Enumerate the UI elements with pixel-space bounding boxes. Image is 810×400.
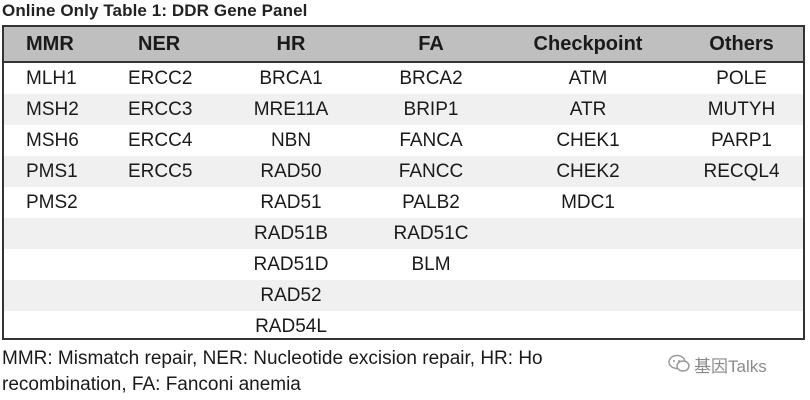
cell-ner — [108, 218, 216, 249]
cell-checkpoint: CHEK1 — [556, 129, 620, 151]
cell-checkpoint: MDC1 — [561, 191, 615, 213]
cell-mmr: MLH1 — [26, 67, 77, 89]
table-row: MSH6 ERCC4 NBN FANCA CHEK1 PARP1 — [4, 125, 803, 156]
table-row: RAD52 — [4, 280, 803, 311]
cell-ner: ERCC3 — [128, 98, 193, 120]
table-header-row: MMR NER HR FA Checkpoint Others — [4, 27, 803, 63]
cell-fa: BRCA2 — [399, 67, 463, 89]
cell-others: RECQL4 — [703, 160, 780, 182]
table-row: RAD51B RAD51C — [4, 218, 803, 249]
cell-fa: RAD51C — [393, 222, 469, 244]
table-row: RAD54L — [4, 311, 803, 338]
table-body: MLH1 ERCC2 BRCA1 BRCA2 ATM POLE MSH2 ERC… — [4, 63, 803, 338]
cell-mmr: PMS2 — [26, 191, 78, 213]
cell-mmr — [4, 280, 108, 311]
cell-ner: ERCC5 — [128, 160, 193, 182]
cell-hr: MRE11A — [253, 98, 329, 120]
header-mmr: MMR — [26, 32, 74, 55]
cell-fa — [366, 280, 496, 311]
cell-others: PARP1 — [711, 129, 772, 151]
table-footnote: MMR: Mismatch repair, NER: Nucleotide ex… — [2, 346, 808, 398]
cell-others — [680, 187, 803, 218]
cell-fa — [366, 311, 496, 338]
cell-ner — [108, 280, 216, 311]
cell-ner: ERCC2 — [128, 67, 193, 89]
cell-checkpoint — [496, 280, 680, 311]
cell-mmr — [4, 249, 108, 280]
header-others: Others — [709, 32, 774, 55]
cell-hr: RAD51D — [253, 253, 329, 275]
gene-panel-table: MMR NER HR FA Checkpoint Others MLH1 ERC… — [2, 25, 805, 340]
footnote-line-2: recombination, FA: Fanconi anemia — [2, 374, 301, 395]
cell-mmr: PMS1 — [26, 160, 78, 182]
chat-bubble-icon — [668, 354, 690, 372]
cell-ner — [108, 187, 216, 218]
cell-others — [680, 218, 803, 249]
table-row: MSH2 ERCC3 MRE11A BRIP1 ATR MUTYH — [4, 94, 803, 125]
table-title: Online Only Table 1: DDR Gene Panel — [2, 1, 308, 20]
cell-others — [680, 280, 803, 311]
table-row: MLH1 ERCC2 BRCA1 BRCA2 ATM POLE — [4, 63, 803, 94]
cell-mmr: MSH6 — [26, 129, 79, 151]
cell-mmr: MSH2 — [26, 98, 79, 120]
cell-checkpoint: CHEK2 — [556, 160, 620, 182]
header-checkpoint: Checkpoint — [533, 32, 643, 55]
cell-mmr — [4, 218, 108, 249]
header-ner: NER — [138, 32, 181, 55]
cell-checkpoint: ATM — [568, 67, 608, 89]
cell-hr: RAD54L — [255, 315, 327, 337]
cell-hr: RAD51B — [254, 222, 328, 244]
cell-fa: BLM — [411, 253, 451, 275]
cell-ner — [108, 311, 216, 338]
cell-hr: BRCA1 — [259, 67, 323, 89]
cell-hr: RAD52 — [260, 284, 322, 306]
header-hr: HR — [276, 32, 306, 55]
cell-ner: ERCC4 — [128, 129, 193, 151]
cell-hr: RAD50 — [260, 160, 322, 182]
cell-ner — [108, 249, 216, 280]
header-fa: FA — [418, 32, 444, 55]
cell-fa: FANCA — [399, 129, 463, 151]
table-row: RAD51D BLM — [4, 249, 803, 280]
cell-fa: BRIP1 — [403, 98, 459, 120]
footnote-line-1: MMR: Mismatch repair, NER: Nucleotide ex… — [2, 348, 543, 369]
cell-checkpoint — [496, 249, 680, 280]
cell-checkpoint — [496, 218, 680, 249]
cell-checkpoint: ATR — [569, 98, 607, 120]
cell-others — [680, 311, 803, 338]
cell-hr: RAD51 — [260, 191, 322, 213]
cell-others — [680, 249, 803, 280]
watermark: 基因Talks — [668, 352, 767, 376]
cell-others: POLE — [716, 67, 767, 89]
cell-others: MUTYH — [707, 98, 776, 120]
watermark-text: 基因Talks — [694, 356, 767, 376]
cell-fa: FANCC — [398, 160, 464, 182]
cell-hr: NBN — [270, 129, 312, 151]
table-row: PMS1 ERCC5 RAD50 FANCC CHEK2 RECQL4 — [4, 156, 803, 187]
cell-checkpoint — [496, 311, 680, 338]
cell-fa: PALB2 — [402, 191, 460, 213]
cell-mmr — [4, 311, 108, 338]
table-row: PMS2 RAD51 PALB2 MDC1 — [4, 187, 803, 218]
